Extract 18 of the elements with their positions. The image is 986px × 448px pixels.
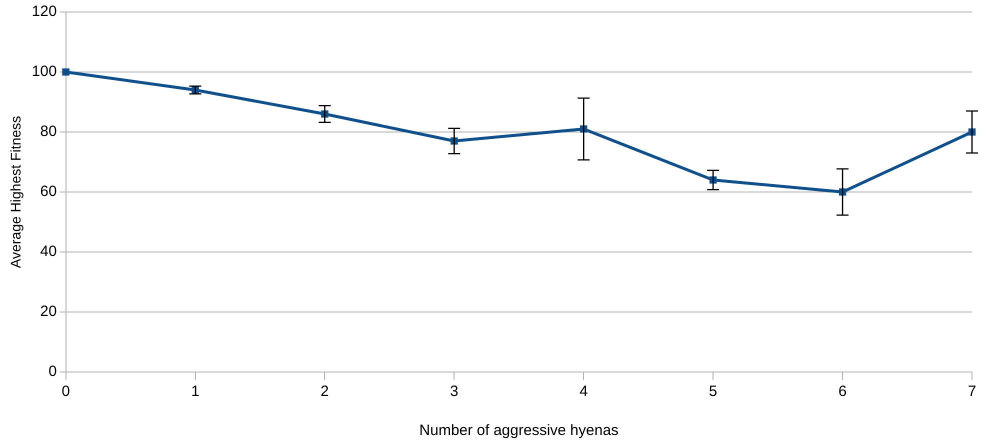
x-tick-label: 3 (450, 383, 458, 400)
y-tick-label: 80 (40, 123, 57, 140)
y-tick-label: 100 (32, 63, 57, 80)
y-tick-label: 40 (40, 243, 57, 260)
x-tick-label: 5 (708, 383, 718, 400)
x-tick-label: 1 (191, 383, 200, 400)
x-axis-title: Number of aggressive hyenas (419, 422, 619, 440)
point (62, 68, 70, 76)
x-tick-label: 2 (320, 383, 329, 400)
y-tick-label: 60 (40, 183, 57, 200)
x-tick-label: 7 (968, 383, 976, 400)
x-tick-label: 6 (838, 383, 847, 400)
y-axis-title: Average Highest Fitness (7, 116, 24, 268)
y-tick-label: 20 (40, 303, 57, 320)
y-tick-label: 120 (32, 3, 57, 20)
x-tick-label: 4 (579, 383, 588, 400)
y-tick-label: 0 (48, 363, 57, 380)
x-tick-label: 0 (62, 383, 70, 400)
